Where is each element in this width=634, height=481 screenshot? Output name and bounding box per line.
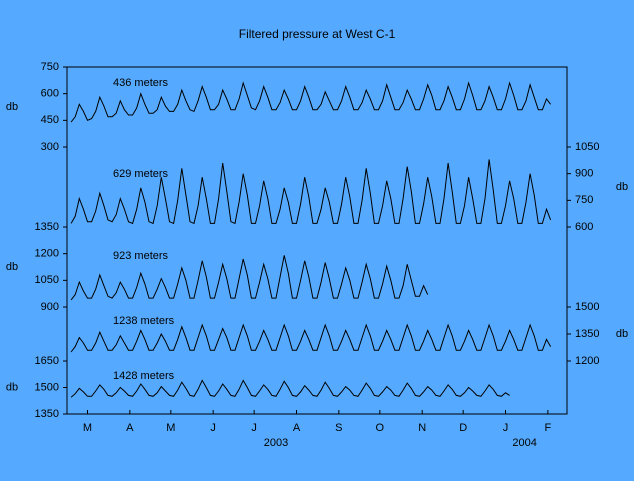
y-axis-label: db — [6, 261, 18, 273]
x-tick-label: N — [418, 422, 426, 434]
y-tick-label: 1050 — [35, 274, 59, 286]
plot-frame — [66, 66, 568, 415]
y-axis-label: db — [616, 181, 628, 193]
y-tick-label: 900 — [575, 168, 593, 180]
x-tick-label: S — [335, 422, 342, 434]
x-tick-label: F — [545, 422, 552, 434]
y-tick-label: 750 — [575, 194, 593, 206]
y-axis-label: db — [616, 328, 628, 340]
x-tick-label: D — [459, 422, 467, 434]
x-tick-label: J — [503, 422, 509, 434]
series-line — [70, 323, 552, 353]
series-label: 629 meters — [113, 168, 169, 180]
y-tick-label: 600 — [41, 88, 59, 100]
y-tick-label: 1350 — [35, 408, 59, 420]
y-tick-label: 1500 — [575, 301, 599, 313]
series-line — [70, 255, 429, 301]
series-label: 436 meters — [113, 77, 169, 89]
series-label: 1238 meters — [113, 315, 175, 327]
x-tick-label: M — [166, 422, 175, 434]
y-axis-label: db — [6, 101, 18, 113]
y-tick-label: 600 — [575, 221, 593, 233]
y-tick-label: 1500 — [35, 381, 59, 393]
year-label: 2003 — [264, 437, 288, 449]
chart-title: Filtered pressure at West C-1 — [239, 27, 396, 41]
x-tick-label: A — [126, 422, 134, 434]
y-tick-label: 450 — [41, 114, 59, 126]
y-tick-label: 1350 — [35, 221, 59, 233]
series-label: 1428 meters — [113, 370, 175, 382]
x-tick-label: J — [210, 422, 216, 434]
y-axis-label: db — [6, 381, 18, 393]
series-line — [70, 159, 552, 225]
y-tick-label: 1050 — [575, 141, 599, 153]
x-tick-label: M — [83, 422, 92, 434]
series-line — [70, 379, 510, 398]
y-tick-label: 750 — [41, 61, 59, 73]
year-label: 2004 — [512, 437, 536, 449]
series-line — [70, 81, 551, 123]
series-label: 923 meters — [113, 250, 169, 262]
y-tick-label: 1200 — [35, 248, 59, 260]
y-tick-label: 1200 — [575, 355, 599, 367]
x-tick-label: O — [376, 422, 385, 434]
y-tick-label: 1650 — [35, 355, 59, 367]
x-tick-label: A — [293, 422, 301, 434]
y-tick-label: 1350 — [575, 328, 599, 340]
x-tick-label: J — [251, 422, 257, 434]
y-tick-label: 900 — [41, 301, 59, 313]
y-tick-label: 300 — [41, 141, 59, 153]
